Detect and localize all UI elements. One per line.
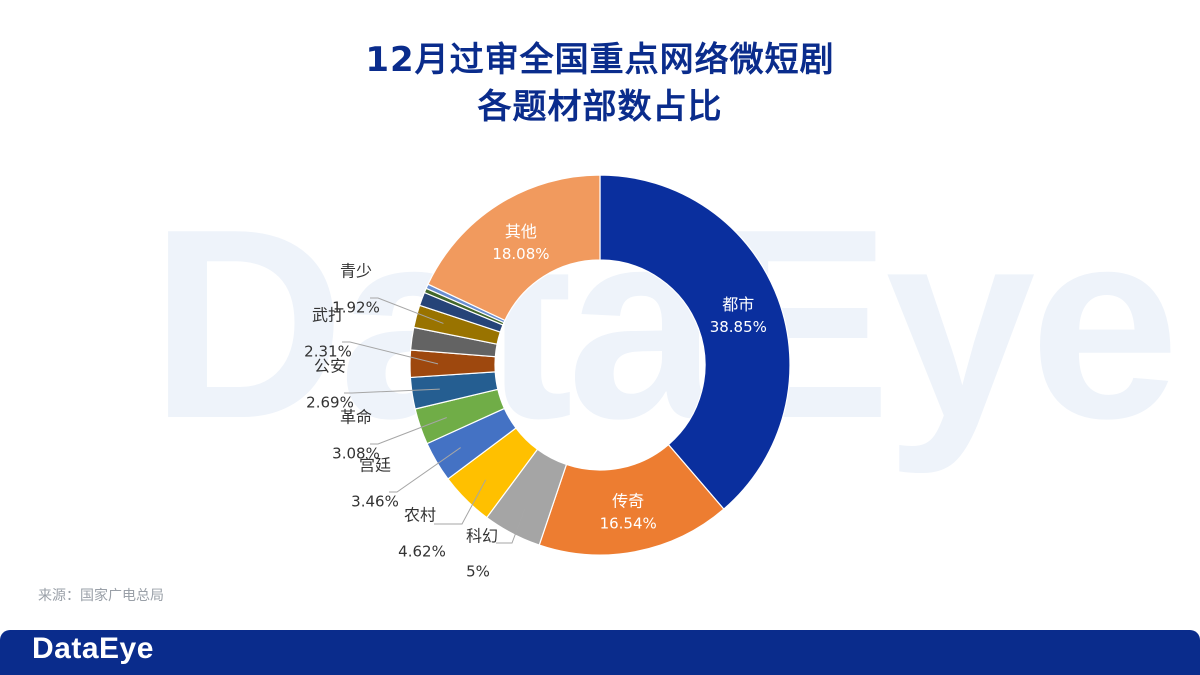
chart-title-line-2: 各题材部数占比 xyxy=(477,87,723,127)
leader-line-武打 xyxy=(342,341,439,365)
footer-bar: DataEye xyxy=(0,630,1200,675)
source-note: 来源：国家广电总局 xyxy=(38,588,164,604)
slice-label-革命: 革命 xyxy=(340,408,372,427)
slice-label-农村: 农村 xyxy=(404,506,436,525)
footer-brand-logo: DataEye xyxy=(32,632,154,665)
leader-line-公安 xyxy=(344,388,440,394)
slice-label-传奇: 传奇 xyxy=(612,491,644,510)
donut-slice-都市 xyxy=(599,174,791,510)
slice-value-农村: 4.62% xyxy=(398,543,446,561)
slice-value-公安: 2.69% xyxy=(306,394,354,412)
slice-value-宫廷: 3.46% xyxy=(351,493,399,511)
slice-value-革命: 3.08% xyxy=(332,445,380,463)
slice-label-科幻: 科幻 xyxy=(466,527,498,546)
slice-value-其他: 18.08% xyxy=(492,245,549,263)
leader-line-革命 xyxy=(370,417,447,445)
donut-slice-传奇 xyxy=(538,443,725,556)
slice-value-青少: 1.92% xyxy=(332,299,380,317)
leader-line-青少 xyxy=(370,297,444,324)
leader-line-农村 xyxy=(434,479,487,525)
slice-label-公安: 公安 xyxy=(314,357,346,376)
slice-value-都市: 38.85% xyxy=(710,318,767,336)
leader-line-宫廷 xyxy=(389,447,461,493)
slice-label-青少: 青少 xyxy=(340,262,372,281)
chart-title-line-1: 12月过审全国重点网络微短剧 xyxy=(365,40,835,80)
slice-label-武打: 武打 xyxy=(312,306,344,325)
leader-line-科幻 xyxy=(496,508,526,544)
slice-value-传奇: 16.54% xyxy=(600,514,657,532)
slice-label-其他: 其他 xyxy=(505,222,537,241)
slice-label-都市: 都市 xyxy=(722,295,754,314)
slice-value-科幻: 5% xyxy=(466,563,490,581)
donut-slice-其他 xyxy=(427,174,601,322)
slice-label-宫廷: 宫廷 xyxy=(359,456,391,475)
slice-value-武打: 2.31% xyxy=(304,343,352,361)
